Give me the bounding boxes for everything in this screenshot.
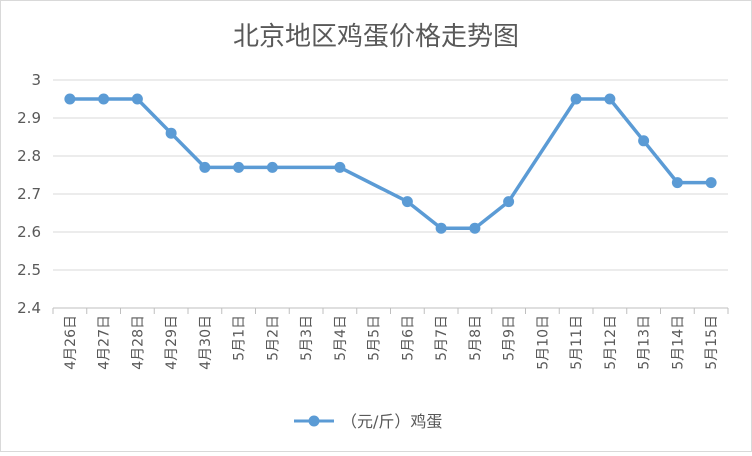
y-tick-label: 2.8 — [17, 147, 41, 165]
legend: （元/斤）鸡蛋 — [294, 412, 442, 431]
x-tick-label: 5月6日 — [400, 315, 416, 361]
x-tick-label: 5月15日 — [704, 315, 720, 370]
data-point-marker — [266, 161, 278, 173]
x-tick-label: 4月29日 — [164, 315, 180, 370]
data-point-marker — [638, 135, 650, 147]
x-axis: 4月26日 4月27日 4月28日 4月29日 4月30日 5月1日 5月2日 5月3日 5月4… — [52, 307, 729, 370]
y-axis-ticks: 2.4 2.5 2.6 2.7 2.8 2.9 3 — [17, 71, 41, 317]
x-tick-label: 5月1日 — [232, 315, 248, 361]
data-point-marker — [570, 93, 582, 105]
data-point-marker — [469, 222, 481, 234]
x-tick-label: 5月9日 — [502, 315, 518, 361]
x-tick-label: 5月7日 — [434, 315, 450, 361]
data-point-marker — [165, 127, 177, 139]
x-tick-label: 4月30日 — [198, 315, 214, 370]
y-tick-label: 2.4 — [17, 299, 41, 317]
x-tick-label: 5月12日 — [603, 315, 619, 370]
data-point-marker — [199, 161, 211, 173]
data-point-marker — [671, 177, 683, 189]
y-tick-label: 2.6 — [17, 223, 41, 241]
x-tick-label: 5月8日 — [468, 315, 484, 361]
x-tick-label: 5月11日 — [569, 315, 585, 370]
series-layer — [64, 93, 717, 234]
data-point-marker — [705, 177, 717, 189]
x-tick-label: 5月2日 — [265, 315, 281, 361]
data-point-marker — [64, 93, 76, 105]
data-point-marker — [98, 93, 110, 105]
data-point-marker — [334, 161, 346, 173]
data-point-marker — [604, 93, 616, 105]
y-tick-label: 2.5 — [17, 261, 41, 279]
x-tick-label: 5月14日 — [670, 315, 686, 370]
x-tick-label: 5月13日 — [637, 315, 653, 370]
data-point-marker — [503, 196, 515, 208]
y-tick-label: 2.7 — [17, 185, 41, 203]
x-tick-label: 5月4日 — [333, 315, 349, 361]
x-tick-label: 5月5日 — [367, 315, 383, 361]
x-tick-label: 5月10日 — [535, 315, 551, 370]
legend-label: （元/斤）鸡蛋 — [341, 412, 442, 431]
x-tick-label: 5月3日 — [299, 315, 315, 361]
gridlines — [53, 79, 728, 271]
x-tick-label: 4月26日 — [63, 315, 79, 370]
data-point-marker — [233, 161, 245, 173]
x-tick-label: 4月27日 — [97, 315, 113, 370]
legend-marker-swatch — [308, 415, 320, 427]
y-tick-label: 3 — [31, 71, 41, 89]
data-point-marker — [401, 196, 413, 208]
data-point-marker — [435, 222, 447, 234]
chart-title: 北京地区鸡蛋价格走势图 — [233, 22, 519, 52]
x-tick-label: 4月28日 — [130, 315, 146, 370]
y-tick-label: 2.9 — [17, 109, 41, 127]
data-point-marker — [131, 93, 143, 105]
